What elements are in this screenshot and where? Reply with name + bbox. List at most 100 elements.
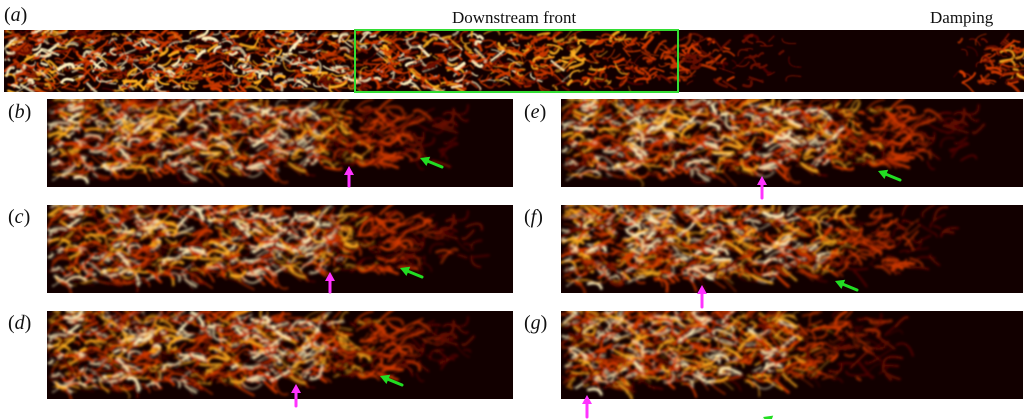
vortex-filament	[370, 77, 381, 89]
vortex-filament	[256, 250, 275, 257]
vortex-filament	[183, 313, 199, 323]
vortex-filament	[258, 71, 270, 79]
vortex-filament	[221, 232, 233, 243]
vortex-filament	[151, 36, 160, 40]
vortex-filament	[470, 30, 475, 38]
vortex-filament	[111, 259, 119, 267]
vortex-filament	[411, 231, 423, 244]
vortex-filament	[442, 46, 452, 52]
vortex-filament	[258, 360, 274, 367]
vortex-filament	[97, 311, 115, 317]
vortex-filament	[50, 205, 58, 209]
vortex-filament	[112, 89, 116, 92]
vortex-filament	[196, 142, 212, 150]
vortex-filament	[684, 75, 696, 82]
vortex-filament	[259, 311, 263, 319]
vortex-filament	[325, 244, 340, 258]
vortex-filament	[101, 99, 114, 110]
vortex-filament	[160, 205, 183, 208]
vortex-filament	[520, 71, 533, 83]
vortex-filament	[218, 319, 232, 323]
vortex-filament	[32, 42, 42, 52]
vortex-filament	[599, 70, 606, 78]
vortex-filament	[311, 210, 321, 216]
vortex-filament	[333, 99, 341, 107]
vortex-filament	[744, 47, 754, 50]
vortex-filament	[142, 102, 156, 110]
vortex-filament	[340, 227, 353, 240]
vortex-filament	[52, 65, 66, 76]
vortex-filament	[583, 78, 590, 86]
vortex-filament	[85, 61, 94, 66]
vortex-filament	[720, 57, 727, 64]
vortex-filament	[68, 160, 86, 167]
vortex-filament	[360, 120, 369, 128]
vortex-filament	[133, 210, 151, 218]
vortex-filament	[423, 218, 433, 226]
vortex-filament	[33, 53, 41, 60]
vortex-filament	[452, 30, 460, 37]
vortex-filament	[267, 316, 286, 323]
vortex-filament	[209, 362, 226, 377]
vortex-filament	[47, 59, 59, 70]
vortex-filament	[317, 320, 340, 329]
vortex-filament	[326, 228, 337, 239]
vortex-filament	[330, 244, 344, 258]
vortex-filament	[726, 76, 735, 82]
vortex-filament	[363, 71, 375, 76]
vortex-filament	[262, 273, 278, 288]
vortex-filament	[499, 76, 509, 81]
vortex-filament	[157, 151, 167, 161]
vortex-filament	[149, 53, 160, 65]
vortex-filament	[347, 85, 356, 90]
vortex-filament	[298, 101, 316, 121]
vortex-filament	[150, 312, 166, 315]
vortex-filament	[84, 41, 97, 48]
vortex-filament	[412, 132, 425, 140]
vortex-filament	[428, 73, 442, 86]
vortex-filament	[329, 120, 345, 139]
vortex-filament	[759, 44, 774, 47]
vortex-filament	[144, 314, 166, 323]
vortex-filament	[230, 42, 241, 50]
vortex-filament	[124, 166, 147, 173]
vortex-filament	[15, 72, 27, 76]
vortex-filament	[78, 87, 85, 91]
vortex-filament	[478, 76, 493, 83]
vortex-filament	[47, 212, 61, 231]
vortex-filament	[193, 150, 201, 155]
vortex-filament	[357, 79, 371, 88]
vortex-filament	[354, 99, 374, 110]
vortex-filament	[497, 81, 508, 88]
vortex-filament	[327, 42, 338, 50]
vortex-filament	[434, 339, 441, 343]
vortex-filament	[83, 222, 93, 228]
vortex-filament	[31, 30, 36, 33]
vortex-filament	[267, 210, 286, 217]
vortex-filament	[188, 84, 195, 90]
vortex-filament	[104, 281, 123, 287]
vortex-filament	[623, 40, 635, 47]
vortex-filament	[294, 212, 316, 222]
vortex-filament	[462, 64, 469, 68]
vortex-filament	[402, 32, 417, 41]
vortex-filament	[490, 50, 505, 62]
vortex-filament	[378, 240, 385, 246]
vortex-filament	[311, 316, 321, 322]
vortex-filament	[74, 30, 82, 33]
vortex-filament	[141, 247, 160, 261]
vortex-filament	[209, 53, 226, 59]
vortex-filament	[287, 224, 305, 236]
vortex-filament	[252, 215, 272, 227]
vortex-filament	[82, 50, 101, 58]
vortex-filament	[450, 43, 462, 51]
vortex-filament	[625, 60, 637, 66]
vortex-filament	[84, 134, 103, 141]
vortex-filament	[228, 88, 236, 92]
vortex-filament	[68, 311, 79, 316]
vortex-filament	[218, 73, 227, 80]
vortex-filament	[106, 73, 122, 84]
vortex-filament	[419, 53, 426, 59]
vortex-filament	[324, 341, 334, 351]
vortex-filament	[207, 324, 216, 329]
